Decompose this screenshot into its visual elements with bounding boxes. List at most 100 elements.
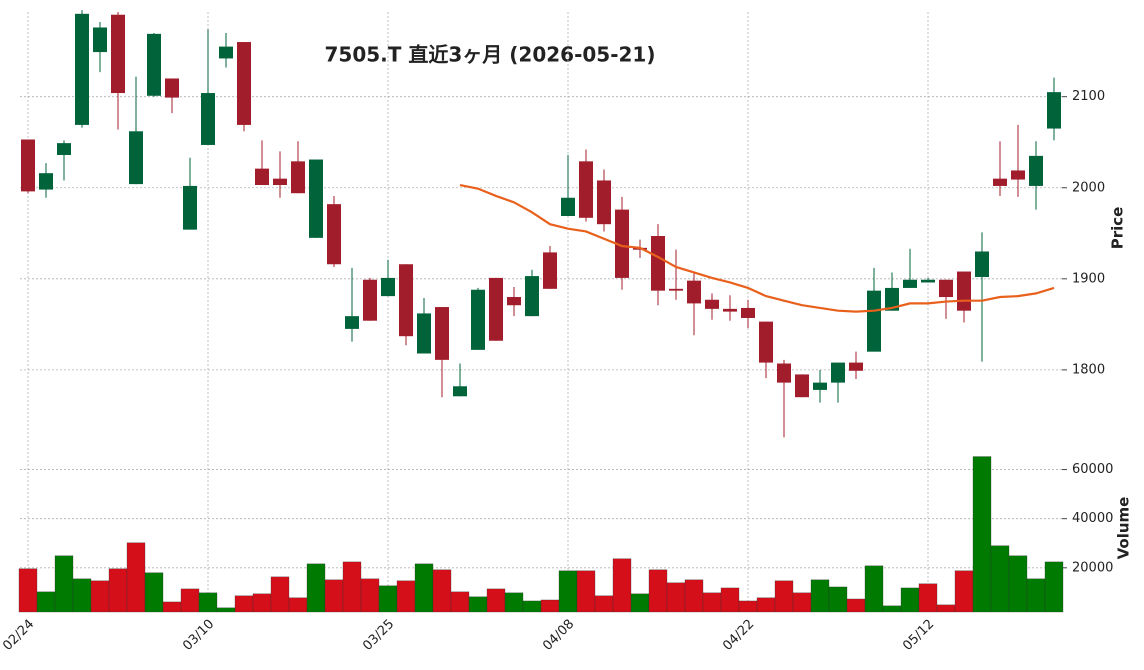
x-tick-label: 03/25 <box>360 617 397 654</box>
candle-body <box>957 271 971 311</box>
candle-body <box>489 277 503 341</box>
volume-bar <box>36 591 56 613</box>
candle-body <box>381 277 395 297</box>
grid <box>20 12 1062 612</box>
candle-body <box>867 290 881 352</box>
candle-body <box>615 209 629 278</box>
volume-bar <box>504 592 524 613</box>
volume-bar <box>918 583 938 613</box>
candle-body <box>993 178 1007 186</box>
candle-body <box>363 279 377 321</box>
candle-body <box>741 307 755 318</box>
volume-bar <box>846 598 866 613</box>
volume-bar <box>864 565 884 613</box>
candle-body <box>75 13 89 125</box>
volume-bar <box>972 456 992 613</box>
volume-tick-label: 40000 <box>1072 511 1113 526</box>
candle-body <box>21 139 35 192</box>
candle-body <box>831 362 845 383</box>
x-tick-label: 05/12 <box>900 617 937 654</box>
volume-bar <box>126 542 146 613</box>
candle-body <box>561 197 575 216</box>
volume-bar <box>90 580 110 613</box>
volume-bar <box>450 591 470 613</box>
candle-body <box>147 33 161 96</box>
x-tick-label: 04/08 <box>540 617 577 654</box>
candle-body <box>1029 155 1043 186</box>
volume-bar <box>54 555 74 613</box>
candle-body <box>651 236 665 291</box>
volume-bar <box>108 568 128 613</box>
moving-average-line <box>459 183 1055 313</box>
volume-bar <box>486 588 506 613</box>
volume-bar <box>954 570 974 613</box>
candle-body <box>399 264 413 337</box>
volume-bar <box>378 585 398 613</box>
volume-bar <box>1044 561 1064 613</box>
volume-bar <box>1008 555 1028 613</box>
volume-bar <box>738 600 758 613</box>
volume-bar <box>288 597 308 613</box>
candle-body <box>1011 170 1025 180</box>
candle-body <box>687 280 701 304</box>
volume-bar <box>1026 578 1046 613</box>
volume-bar <box>540 599 560 613</box>
candle-body <box>111 14 125 94</box>
volume-bar <box>234 595 254 613</box>
candle-body <box>705 299 719 309</box>
volume-bar <box>720 587 740 613</box>
candle-body <box>885 287 899 311</box>
volume-bar <box>468 596 488 613</box>
candle-body <box>219 46 233 59</box>
volume-tick-label: 60000 <box>1072 462 1113 477</box>
volume-bar <box>360 578 380 613</box>
candle-body <box>453 386 467 397</box>
y-axis-label: Price <box>1109 207 1127 250</box>
candle-body <box>327 204 341 265</box>
candle-body <box>723 308 737 312</box>
volume-bar <box>900 587 920 613</box>
candle-body <box>579 161 593 218</box>
volume-bar <box>666 582 686 613</box>
candle-body <box>597 180 611 225</box>
candle-body <box>471 289 485 350</box>
candle-body <box>903 279 917 288</box>
x-tick-label: 02/24 <box>0 617 37 654</box>
volume-bar <box>612 558 632 613</box>
candle-body <box>525 276 539 317</box>
candle-body <box>291 161 305 194</box>
volume-bar <box>396 580 416 613</box>
y-tick-label: 2000 <box>1072 180 1105 195</box>
volume-bar <box>774 580 794 613</box>
volume-bar <box>252 593 272 613</box>
volume-bar <box>18 568 38 613</box>
candle-body <box>129 131 143 185</box>
volume-bar <box>180 588 200 613</box>
candle-body <box>795 374 809 398</box>
candle-body <box>813 382 827 390</box>
candle-body <box>759 321 773 363</box>
volume-bar <box>72 578 92 613</box>
volume-bar <box>684 579 704 613</box>
volume-bar <box>792 592 812 613</box>
candle-body <box>39 173 53 190</box>
candle-body <box>255 168 269 186</box>
volume-bar <box>162 601 182 613</box>
candle-body <box>237 42 251 125</box>
x-tick-label: 03/10 <box>180 617 217 654</box>
candle-body <box>435 307 449 360</box>
volume-bar <box>558 570 578 613</box>
candle-body <box>183 185 197 230</box>
candle-body <box>777 363 791 383</box>
candle-body <box>921 279 935 283</box>
volume-tick-label: 20000 <box>1072 560 1113 575</box>
candle-body <box>1047 92 1061 129</box>
y-tick-label: 1900 <box>1072 271 1105 286</box>
candle-body <box>543 252 557 289</box>
candle-body <box>201 93 215 145</box>
volume-bar <box>306 563 326 613</box>
volume-bar <box>414 563 434 613</box>
volume-bar <box>144 572 164 613</box>
volume-bar <box>990 545 1010 613</box>
